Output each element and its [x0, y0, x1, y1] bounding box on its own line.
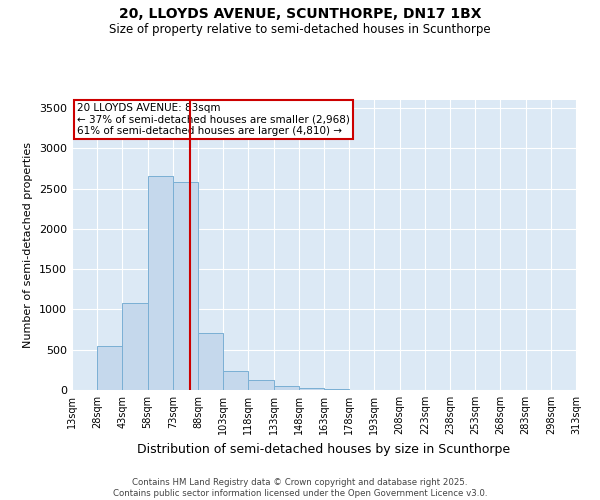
Bar [248, 380, 274, 390]
Text: Size of property relative to semi-detached houses in Scunthorpe: Size of property relative to semi-detach… [109, 22, 491, 36]
Bar [122, 303, 148, 390]
Bar [173, 182, 198, 390]
Bar [148, 176, 173, 390]
Text: 20, LLOYDS AVENUE, SCUNTHORPE, DN17 1BX: 20, LLOYDS AVENUE, SCUNTHORPE, DN17 1BX [119, 8, 481, 22]
X-axis label: Distribution of semi-detached houses by size in Scunthorpe: Distribution of semi-detached houses by … [137, 442, 511, 456]
Bar [223, 372, 248, 390]
Bar [97, 346, 122, 390]
Text: Contains HM Land Registry data © Crown copyright and database right 2025.
Contai: Contains HM Land Registry data © Crown c… [113, 478, 487, 498]
Bar [324, 389, 349, 390]
Text: 20 LLOYDS AVENUE: 83sqm
← 37% of semi-detached houses are smaller (2,968)
61% of: 20 LLOYDS AVENUE: 83sqm ← 37% of semi-de… [77, 103, 350, 136]
Y-axis label: Number of semi-detached properties: Number of semi-detached properties [23, 142, 34, 348]
Bar [274, 386, 299, 390]
Bar [198, 333, 223, 390]
Bar [299, 388, 324, 390]
